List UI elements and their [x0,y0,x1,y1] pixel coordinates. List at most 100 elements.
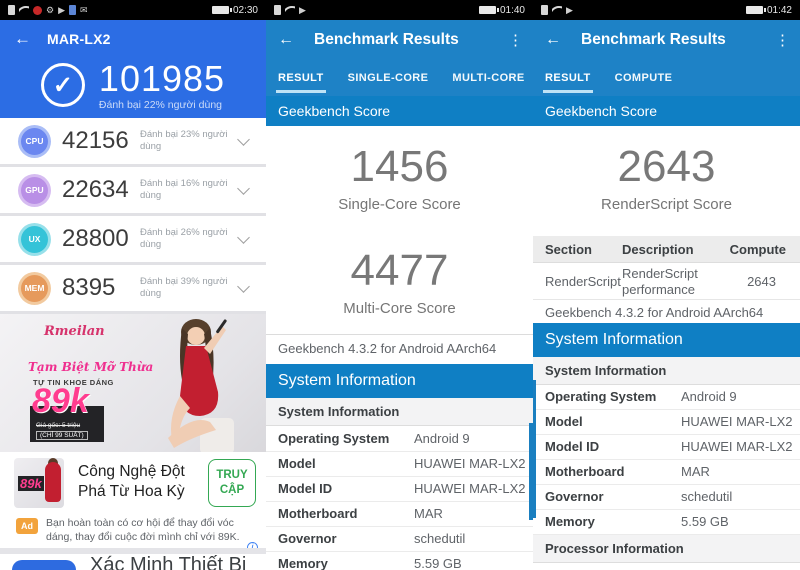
scrollbar[interactable] [533,380,536,518]
back-icon[interactable]: ← [14,29,31,48]
row-label: Model [278,456,316,471]
tab-result[interactable]: RESULT [543,60,593,96]
row-value: MAR [681,464,710,479]
version-text: Geekbench 4.3.2 for Android AArch64 [278,341,497,356]
col-compute: Compute [729,242,786,257]
table-row: Governor schedutil [533,485,800,510]
row-label: Model ID [545,439,600,454]
mem-badge-icon: MEM [21,274,48,302]
gpu-beat-text: Đánh bại 16% người dùng [140,178,228,201]
section-header-system-information: System Information [266,364,533,398]
table-row: Operating System Android 9 [266,427,533,452]
section-header-system-information: System Information [533,323,800,357]
play-icon: ▶ [299,4,306,15]
play-icon: ▶ [566,4,573,15]
tab-multi-core[interactable]: MULTI-CORE [452,72,525,84]
score-row-mem[interactable]: MEM 8395 Đánh bại 39% người dùng [0,265,266,311]
score-row-cpu[interactable]: CPU 42156 Đánh bại 23% người dùng [0,118,266,164]
row-value: schedutil [414,531,466,546]
row-value: HUAWEI MAR-LX2 [414,456,526,471]
ad-install-card[interactable]: 89k Công Nghệ Đột Phá Từ Hoa Kỳ TRUY CẬP [0,452,266,514]
ad-old-price: Giá gốc: 5 triệu [36,422,81,429]
device-title: MAR-LX2 [47,30,111,47]
check-circle-icon: ✓ [40,63,85,108]
geekbench-compute-panel: ▶ 01:42 ← Benchmark Results ⋮ RESULT COM… [533,0,800,570]
status-bar: ⚙ ▶ ✉ 02:30 [0,0,266,20]
status-bar: ▶ 01:42 [533,0,800,20]
row-value: Android 9 [681,389,737,404]
overflow-menu-icon[interactable]: ⋮ [508,32,523,49]
tab-single-core[interactable]: SINGLE-CORE [347,72,429,84]
ad-card-title: Công Nghệ Đột Phá Từ Hoa Kỳ [78,463,185,501]
ux-beat-text: Đánh bại 26% người dùng [140,227,228,250]
row-label: Motherboard [278,506,358,521]
table-row: Motherboard MAR [533,460,800,485]
mail-icon: ✉ [80,4,88,15]
ad-cta-button[interactable]: TRUY CẬP [208,459,256,507]
compute-table-row: RenderScript RenderScript performance 26… [533,263,800,300]
row-label: Name [545,568,580,570]
status-bar: ▶ 01:40 [266,0,533,20]
row-value: HUAWEI MAR-LX2 [414,481,526,496]
ad-price-badge [30,406,104,442]
multi-core-label: Multi-Core Score [343,300,456,317]
row-value: HUAWEI MAR-LX2 [681,439,793,454]
sim-icon [541,5,548,15]
back-icon[interactable]: ← [278,31,294,48]
tab-result[interactable]: RESULT [276,60,326,96]
score-list: CPU 42156 Đánh bại 23% người dùng GPU 22… [0,118,266,314]
cpu-beat-text: Đánh bại 23% người dùng [140,129,228,152]
status-time: 01:42 [766,4,792,16]
page-title: Benchmark Results [581,31,726,48]
renderscript-score: 2643 [617,142,716,191]
row-label: Operating System [278,431,390,446]
chevron-down-icon[interactable] [237,182,250,195]
ad-price: 89k [32,382,89,420]
row-label: Model [545,414,583,429]
ux-score: 28800 [62,225,129,252]
tab-compute[interactable]: COMPUTE [614,72,673,84]
gpu-badge-icon: GPU [21,176,48,204]
table-row: Motherboard MAR [266,502,533,527]
ad-body-text: Bạn hoàn toàn có cơ hội để thay đổi vóc … [46,517,240,544]
row-value: 5.59 GB [681,514,729,529]
row-label: Model ID [278,481,333,496]
status-icons: ⚙ ▶ ✉ [8,5,88,15]
page-title: Benchmark Results [314,31,459,48]
wifi-icon [285,6,295,14]
back-icon[interactable]: ← [545,31,561,48]
row-value: 5.59 GB [414,556,462,570]
row-label: Governor [545,489,604,504]
divider [0,548,266,554]
battery-icon [211,6,232,14]
col-description: Description [622,242,694,257]
score-row-ux[interactable]: UX 28800 Đánh bại 26% người dùng [0,216,266,262]
table-row: Operating System Android 9 [533,385,800,410]
single-core-label: Single-Core Score [338,196,461,213]
chevron-down-icon[interactable] [237,231,250,244]
chevron-down-icon[interactable] [237,133,250,146]
row-label: Operating System [545,389,657,404]
ux-badge-icon: UX [21,225,48,253]
ad-banner-image[interactable]: Rmeilan Tạm Biệt Mỡ Thừa TỰ TIN KHOE DÁN… [0,314,266,452]
verify-device-card[interactable]: Xác Minh Thiết Bị [0,554,266,570]
section-header-geekbench-score: Geekbench Score [533,96,800,126]
scrollbar[interactable] [529,423,533,520]
row-label: Memory [545,514,595,529]
gear-icon: ⚙ [46,4,55,15]
score-row-gpu[interactable]: GPU 22634 Đánh bại 16% người dùng [0,167,266,213]
tab-bar: RESULT SINGLE-CORE MULTI-CORE [266,60,533,96]
row-label: Motherboard [545,464,625,479]
table-row: Model ID HUAWEI MAR-LX2 [533,435,800,460]
overflow-menu-icon[interactable]: ⋮ [775,32,790,49]
notification-icon [33,5,42,15]
row-label: Memory [278,556,328,570]
chevron-down-icon[interactable] [237,280,250,293]
battery-icon [745,6,766,14]
total-score: 101985 [98,58,226,99]
col-section: Section [545,242,592,257]
ad-badge: Ad [16,518,38,534]
cell-compute: 2643 [747,274,776,289]
verify-device-icon [12,560,76,570]
wifi-icon [552,6,562,14]
